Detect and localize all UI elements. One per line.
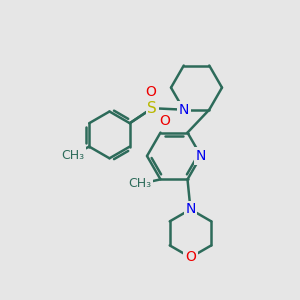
Text: O: O — [145, 85, 156, 99]
Text: N: N — [196, 149, 206, 163]
Text: O: O — [159, 114, 170, 128]
Text: N: N — [178, 103, 189, 117]
Text: CH₃: CH₃ — [61, 149, 84, 162]
Text: O: O — [185, 250, 196, 264]
Text: N: N — [185, 202, 196, 216]
Text: CH₃: CH₃ — [128, 177, 151, 190]
Text: S: S — [147, 101, 157, 116]
